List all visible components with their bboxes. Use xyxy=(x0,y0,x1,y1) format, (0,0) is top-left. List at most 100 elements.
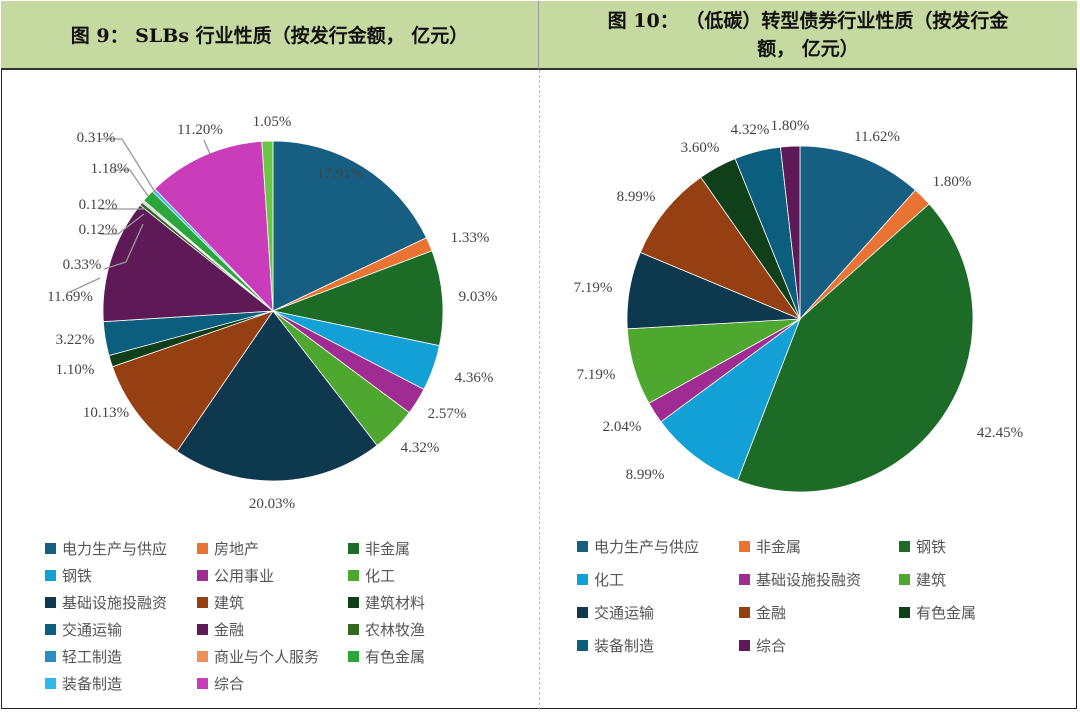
legend-label: 建筑材料 xyxy=(365,594,426,612)
legend-item: 交通运输 xyxy=(577,602,654,623)
legend-item: 化工 xyxy=(577,569,624,590)
right-data-label: 8.99% xyxy=(617,189,656,205)
legend-item: 基础设施投融资 xyxy=(45,592,167,613)
legend-item: 综合 xyxy=(739,635,786,656)
legend-swatch xyxy=(197,597,208,608)
panel-divider xyxy=(539,70,540,710)
legend-label: 非金属 xyxy=(756,538,802,556)
legend-swatch xyxy=(348,624,359,635)
legend-label: 建筑 xyxy=(214,594,245,612)
leader-line xyxy=(203,139,211,155)
legend-item: 非金属 xyxy=(739,536,801,557)
legend-item: 建筑 xyxy=(197,592,244,613)
left-data-label: 1.05% xyxy=(253,114,292,130)
leader-line xyxy=(69,277,101,293)
right-slice xyxy=(737,203,974,493)
legend-item: 公用事业 xyxy=(197,565,274,586)
legend-label: 综合 xyxy=(756,637,787,655)
legend-item: 建筑 xyxy=(899,569,946,590)
legend-item: 商业与个人服务 xyxy=(197,646,319,667)
right-data-label: 1.80% xyxy=(771,118,810,134)
legend-label: 房地产 xyxy=(214,540,260,558)
legend-swatch xyxy=(45,651,56,662)
legend-label: 钢铁 xyxy=(916,538,947,556)
legend-swatch xyxy=(197,651,208,662)
legend-item: 装备制造 xyxy=(577,635,654,656)
legend-item: 综合 xyxy=(197,673,244,694)
left-data-label: 11.20% xyxy=(177,122,223,138)
legend-swatch xyxy=(45,678,56,689)
left-data-label: 1.18% xyxy=(91,161,130,177)
legend-label: 建筑 xyxy=(916,571,947,589)
legend-swatch xyxy=(197,543,208,554)
legend-item: 电力生产与供应 xyxy=(45,538,167,559)
left-data-label: 4.32% xyxy=(401,440,440,456)
legend-label: 基础设施投融资 xyxy=(756,571,862,589)
legend-swatch xyxy=(348,570,359,581)
legend-item: 金融 xyxy=(197,619,244,640)
legend-item: 农林牧渔 xyxy=(348,619,425,640)
right-title-line1: 图 10： （低碳）转型债券行业性质（按发行金 xyxy=(607,9,1009,32)
left-data-label: 0.31% xyxy=(77,130,116,146)
legend-label: 交通运输 xyxy=(62,621,123,639)
legend-swatch xyxy=(899,574,910,585)
legend-swatch xyxy=(348,597,359,608)
left-data-label: 1.10% xyxy=(56,362,95,378)
leader-line xyxy=(100,213,145,235)
right-data-label: 8.99% xyxy=(626,467,665,483)
legend-swatch xyxy=(348,543,359,554)
left-data-label: 20.03% xyxy=(249,496,295,512)
legend-label: 农林牧渔 xyxy=(365,621,426,639)
left-pie xyxy=(102,140,444,482)
right-data-label: 3.60% xyxy=(681,140,720,156)
legend-swatch xyxy=(577,574,588,585)
left-data-label: 11.69% xyxy=(47,289,93,305)
right-pie xyxy=(626,145,974,493)
legend-swatch xyxy=(739,640,750,651)
right-slice xyxy=(780,145,801,320)
legend-swatch xyxy=(739,541,750,552)
right-slice xyxy=(639,176,802,320)
left-slice xyxy=(272,140,427,312)
left-data-label: 10.13% xyxy=(83,405,129,421)
legend-swatch xyxy=(197,678,208,689)
legend-swatch xyxy=(348,651,359,662)
right-chart-title: 图 10： （低碳）转型债券行业性质（按发行金 额， 亿元） xyxy=(539,1,1077,70)
right-data-label: 11.62% xyxy=(854,129,900,145)
right-data-label: 1.80% xyxy=(933,174,972,190)
legend-swatch xyxy=(197,624,208,635)
legend-item: 电力生产与供应 xyxy=(577,536,699,557)
legend-swatch xyxy=(899,607,910,618)
legend-item: 金融 xyxy=(739,602,786,623)
left-data-label: 4.36% xyxy=(455,370,494,386)
legend-item: 有色金属 xyxy=(899,602,976,623)
legend-swatch xyxy=(197,570,208,581)
right-title-line2: 额， 亿元） xyxy=(757,37,859,60)
legend-label: 公用事业 xyxy=(214,567,275,585)
legend-label: 有色金属 xyxy=(916,604,977,622)
left-data-label: 1.33% xyxy=(451,230,490,246)
left-data-label: 3.22% xyxy=(56,332,95,348)
right-data-label: 4.32% xyxy=(731,122,770,138)
legend-swatch xyxy=(577,640,588,651)
legend-item: 基础设施投融资 xyxy=(739,569,861,590)
legend-label: 金融 xyxy=(214,621,245,639)
legend-swatch xyxy=(577,541,588,552)
left-data-label: 0.12% xyxy=(79,222,118,238)
legend-label: 非金属 xyxy=(365,540,411,558)
leader-line xyxy=(100,138,156,193)
legend-label: 电力生产与供应 xyxy=(62,540,168,558)
left-slice xyxy=(261,140,274,312)
left-data-label: 2.57% xyxy=(428,406,467,422)
left-data-label: 9.03% xyxy=(459,289,498,305)
legend-item: 非金属 xyxy=(348,538,410,559)
legend-label: 化工 xyxy=(594,571,625,589)
right-data-label: 42.45% xyxy=(977,425,1023,441)
legend-label: 钢铁 xyxy=(62,567,93,585)
legend-swatch xyxy=(739,574,750,585)
legend-item: 钢铁 xyxy=(45,565,92,586)
legend-swatch xyxy=(45,597,56,608)
legend-swatch xyxy=(45,624,56,635)
left-slice xyxy=(154,140,274,313)
